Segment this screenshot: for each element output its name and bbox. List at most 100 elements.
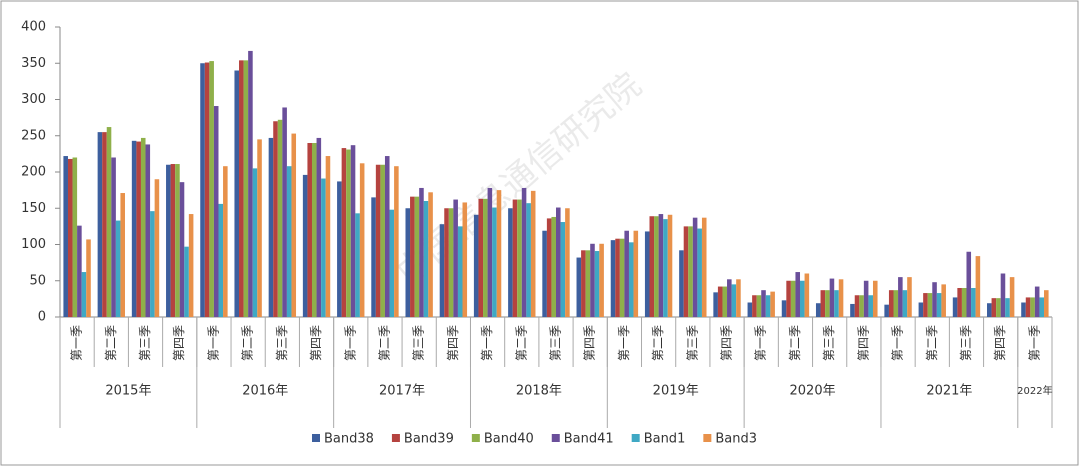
bar <box>663 219 668 317</box>
bar <box>898 277 903 317</box>
bar <box>184 246 189 317</box>
bar <box>610 240 616 317</box>
bar <box>439 224 445 317</box>
bar <box>863 280 869 317</box>
x-tick-label: 第一季 <box>1027 325 1041 361</box>
bar <box>355 213 360 317</box>
bar <box>717 286 723 317</box>
bar <box>619 238 625 317</box>
bar <box>542 230 547 317</box>
bar <box>414 196 420 317</box>
bar <box>257 139 262 317</box>
bar <box>102 132 107 317</box>
bar <box>423 201 429 317</box>
bar <box>405 208 411 317</box>
x-group-label: 2016年 <box>242 384 288 399</box>
bar <box>546 218 552 317</box>
x-tick-label: 第三季 <box>275 325 289 361</box>
bar <box>508 208 513 317</box>
x-tick-label: 第三季 <box>959 325 973 361</box>
bar <box>302 174 308 317</box>
bar <box>448 208 454 317</box>
bar <box>615 238 620 317</box>
bar <box>384 156 390 317</box>
bar <box>359 163 365 317</box>
bar <box>166 164 171 317</box>
bar <box>170 164 176 317</box>
bar <box>624 230 629 317</box>
bar <box>483 198 488 317</box>
x-tick-label: 第一季 <box>70 325 84 361</box>
bar <box>815 303 821 317</box>
bar <box>86 239 91 317</box>
bar <box>975 256 981 317</box>
bar <box>77 225 82 317</box>
bar <box>971 288 976 317</box>
bar <box>902 290 908 317</box>
x-tick-label: 第一季 <box>617 325 631 361</box>
bar <box>307 143 312 317</box>
bar <box>888 290 894 317</box>
bar <box>97 132 103 317</box>
x-tick-label: 第一季 <box>891 325 905 361</box>
y-tick-label: 250 <box>21 128 46 143</box>
bar <box>683 226 689 317</box>
bar <box>834 290 839 317</box>
bar <box>991 298 997 317</box>
bar <box>175 164 180 317</box>
bar <box>218 203 224 317</box>
bar <box>204 62 210 318</box>
bar <box>585 250 591 317</box>
x-tick-label: 第三季 <box>685 325 699 361</box>
bar <box>722 286 728 317</box>
bar <box>252 168 258 317</box>
bar <box>325 156 331 317</box>
bar <box>987 303 992 317</box>
x-group-label: 2020年 <box>790 384 836 399</box>
x-tick-label: 第一季 <box>754 325 768 361</box>
bar <box>770 291 775 317</box>
bar <box>747 302 753 317</box>
bar <box>311 143 317 317</box>
bar <box>804 273 810 317</box>
bar <box>444 208 449 317</box>
bar <box>599 243 604 317</box>
legend-swatch <box>312 434 320 442</box>
bar <box>213 106 219 318</box>
bar <box>936 293 942 317</box>
bar <box>371 197 376 317</box>
bar <box>111 157 116 317</box>
x-tick-label: 第四季 <box>720 325 734 361</box>
bar <box>829 278 835 317</box>
bar <box>473 214 479 317</box>
x-tick-label: 第二季 <box>651 325 665 361</box>
bar <box>820 290 826 317</box>
bar <box>487 187 493 317</box>
bar <box>526 203 531 317</box>
bar <box>453 199 458 317</box>
bar <box>761 290 766 317</box>
bar <box>957 288 962 317</box>
x-group-label: 2021年 <box>926 384 972 399</box>
bar <box>521 187 527 317</box>
x-tick-label: 第三季 <box>412 325 426 361</box>
x-tick-label: 第四季 <box>446 325 460 361</box>
bar <box>72 157 78 317</box>
bar <box>688 226 693 317</box>
bar <box>106 127 112 317</box>
bar <box>1030 297 1035 317</box>
x-tick-label: 第三季 <box>138 325 152 361</box>
bar <box>713 292 718 317</box>
legend-label: Band3 <box>715 432 757 447</box>
bar <box>179 182 185 317</box>
legend-swatch <box>471 434 480 442</box>
bar <box>731 284 737 317</box>
bar <box>145 144 151 317</box>
bar <box>556 207 561 317</box>
bar <box>654 216 659 317</box>
bar <box>375 164 381 317</box>
bar <box>923 293 928 317</box>
bar <box>131 140 137 317</box>
bar <box>115 220 121 317</box>
